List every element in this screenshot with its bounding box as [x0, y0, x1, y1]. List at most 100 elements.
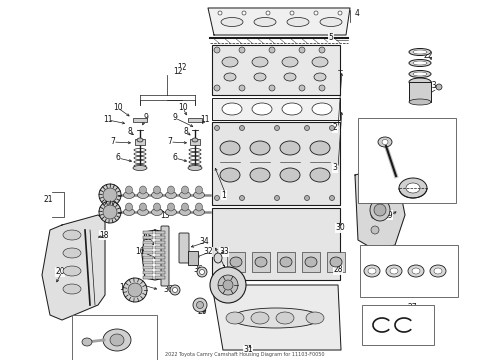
- Text: 2022 Toyota Camry Camshaft Housing Diagram for 11103-F0050: 2022 Toyota Camry Camshaft Housing Diagr…: [165, 352, 325, 357]
- Circle shape: [210, 267, 246, 303]
- Text: 7: 7: [111, 138, 116, 147]
- Ellipse shape: [282, 57, 298, 67]
- Ellipse shape: [166, 208, 176, 216]
- Text: 8: 8: [127, 127, 132, 136]
- Ellipse shape: [153, 203, 161, 211]
- Circle shape: [319, 47, 325, 53]
- Circle shape: [371, 196, 379, 204]
- Ellipse shape: [63, 266, 81, 276]
- Text: 34: 34: [199, 238, 209, 247]
- Ellipse shape: [192, 138, 198, 142]
- Ellipse shape: [103, 329, 131, 351]
- Bar: [72, 315, 157, 360]
- Text: 32: 32: [203, 248, 213, 256]
- Ellipse shape: [222, 57, 238, 67]
- Circle shape: [329, 126, 335, 130]
- Text: 25: 25: [393, 135, 403, 144]
- Text: 7: 7: [168, 138, 172, 147]
- Ellipse shape: [310, 168, 330, 182]
- Ellipse shape: [252, 57, 268, 67]
- Circle shape: [371, 211, 379, 219]
- Text: 30: 30: [335, 224, 345, 233]
- Ellipse shape: [413, 61, 427, 65]
- Ellipse shape: [153, 186, 161, 194]
- Ellipse shape: [409, 71, 431, 77]
- Ellipse shape: [133, 166, 147, 171]
- Ellipse shape: [168, 203, 174, 211]
- Ellipse shape: [196, 203, 202, 211]
- Ellipse shape: [284, 73, 296, 81]
- Bar: [212, 208, 340, 280]
- Bar: [155, 231, 165, 234]
- Ellipse shape: [382, 139, 388, 144]
- Ellipse shape: [251, 312, 269, 324]
- Circle shape: [274, 195, 279, 201]
- Polygon shape: [355, 170, 405, 250]
- Ellipse shape: [314, 73, 326, 81]
- Ellipse shape: [409, 49, 431, 55]
- Ellipse shape: [123, 208, 134, 216]
- Bar: [358, 118, 456, 203]
- Circle shape: [266, 11, 270, 15]
- Text: 15: 15: [143, 234, 153, 243]
- Text: 13: 13: [160, 211, 170, 220]
- Bar: [155, 266, 165, 269]
- Bar: [143, 246, 153, 249]
- Ellipse shape: [305, 257, 317, 267]
- Text: 9: 9: [144, 113, 148, 122]
- Text: 18: 18: [99, 230, 109, 239]
- Circle shape: [215, 126, 220, 130]
- Ellipse shape: [109, 192, 121, 198]
- Ellipse shape: [181, 186, 189, 194]
- Ellipse shape: [214, 253, 222, 263]
- Bar: [188, 251, 198, 265]
- Text: 29: 29: [197, 307, 207, 316]
- Ellipse shape: [280, 141, 300, 155]
- Bar: [190, 139, 200, 145]
- Ellipse shape: [312, 103, 332, 115]
- Ellipse shape: [137, 138, 143, 142]
- Circle shape: [218, 275, 238, 295]
- Ellipse shape: [125, 186, 132, 194]
- Ellipse shape: [406, 183, 420, 193]
- Text: 36: 36: [163, 285, 173, 294]
- FancyBboxPatch shape: [179, 233, 189, 263]
- Text: 31: 31: [243, 346, 253, 355]
- Ellipse shape: [63, 284, 81, 294]
- Text: 36: 36: [193, 266, 203, 274]
- Ellipse shape: [231, 308, 321, 328]
- Text: 4: 4: [355, 9, 360, 18]
- Circle shape: [215, 195, 220, 201]
- Ellipse shape: [224, 73, 236, 81]
- Ellipse shape: [138, 192, 148, 198]
- Circle shape: [193, 298, 207, 312]
- Circle shape: [269, 47, 275, 53]
- Ellipse shape: [140, 186, 147, 194]
- Bar: [133, 118, 147, 122]
- Bar: [143, 271, 153, 274]
- Ellipse shape: [196, 186, 202, 194]
- Bar: [143, 231, 153, 234]
- Circle shape: [239, 85, 245, 91]
- Circle shape: [436, 84, 442, 90]
- Circle shape: [196, 302, 203, 309]
- Circle shape: [240, 195, 245, 201]
- Text: 24: 24: [447, 153, 457, 162]
- Text: 20: 20: [55, 267, 65, 276]
- Ellipse shape: [399, 178, 427, 198]
- Text: 1: 1: [221, 266, 226, 274]
- Circle shape: [329, 195, 335, 201]
- Bar: [143, 256, 153, 259]
- Ellipse shape: [194, 192, 204, 198]
- Ellipse shape: [151, 208, 163, 216]
- Circle shape: [290, 11, 294, 15]
- Ellipse shape: [140, 203, 147, 211]
- Text: 8: 8: [184, 127, 188, 136]
- Ellipse shape: [63, 248, 81, 258]
- Ellipse shape: [386, 265, 402, 277]
- Bar: [155, 276, 165, 279]
- Ellipse shape: [166, 192, 176, 198]
- Ellipse shape: [282, 103, 302, 115]
- Ellipse shape: [254, 73, 266, 81]
- Text: 17: 17: [220, 288, 230, 297]
